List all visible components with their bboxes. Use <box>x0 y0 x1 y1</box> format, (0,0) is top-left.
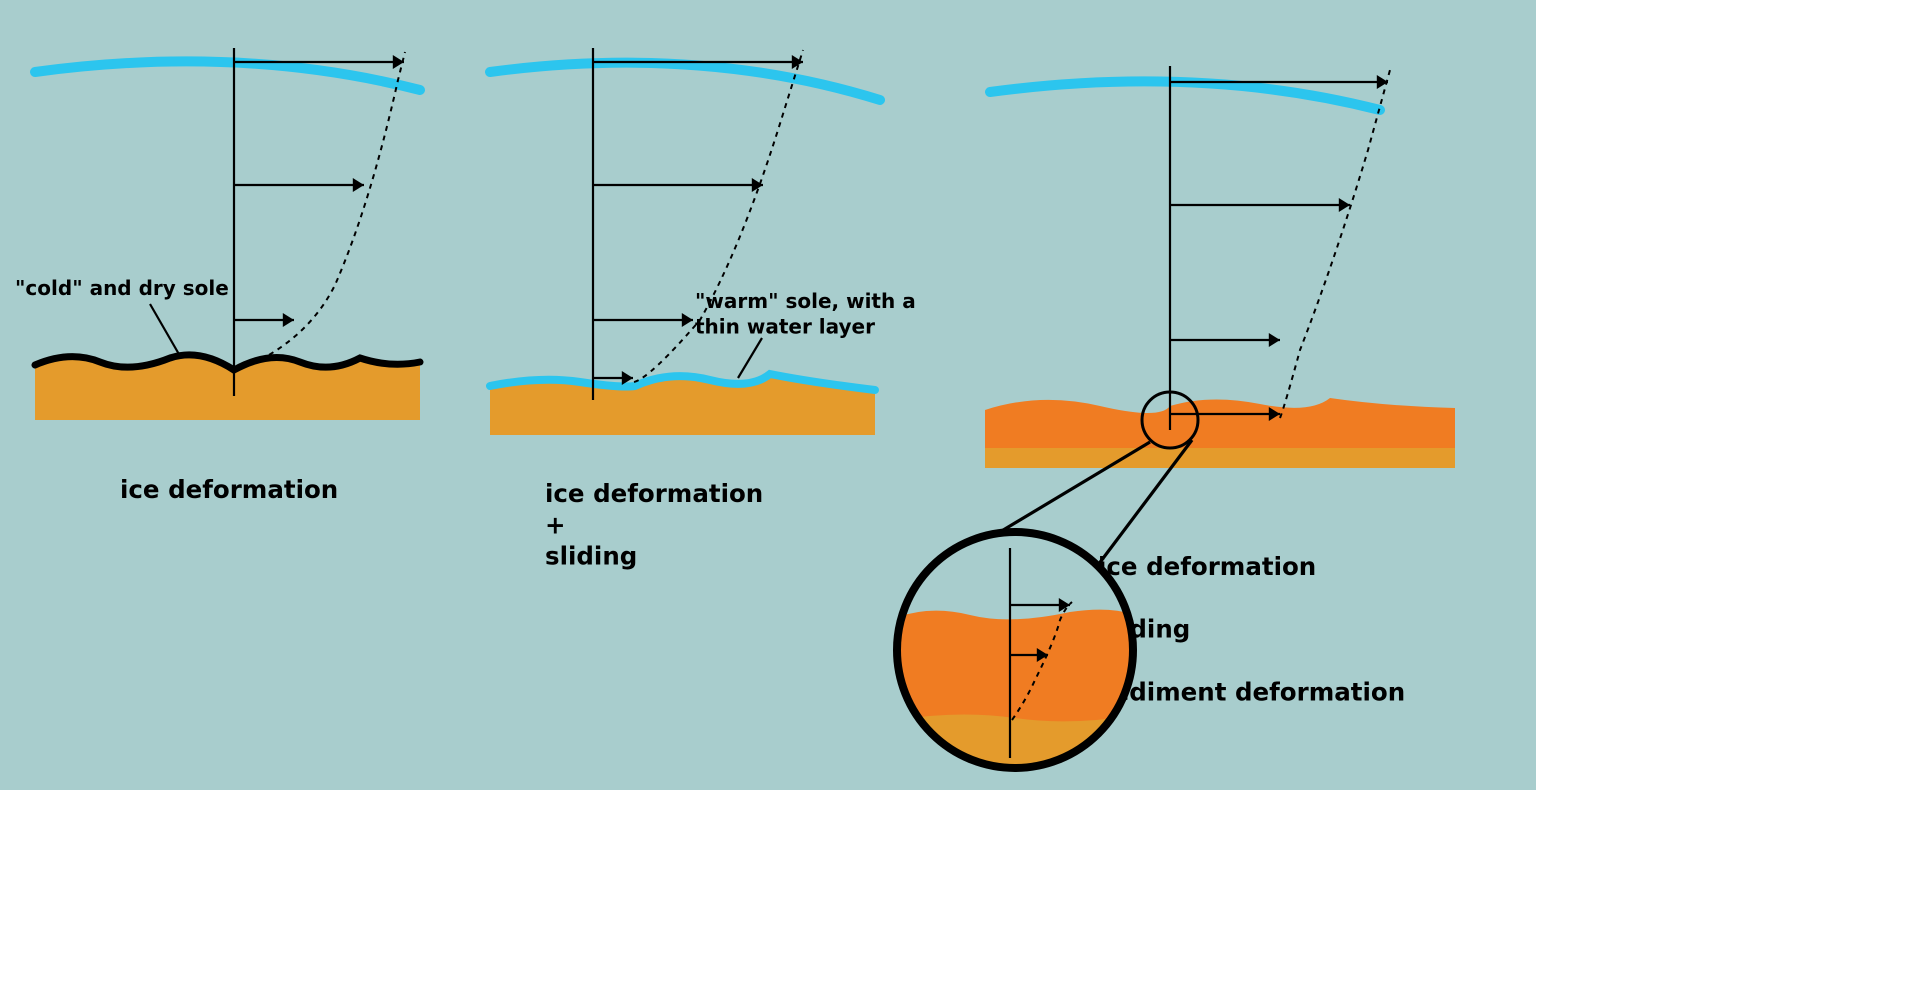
panel-title: ice deformation <box>120 475 338 504</box>
glacier-flow-diagram: "cold" and dry soleice deformation"warm"… <box>0 0 1536 790</box>
annotation-label: "cold" and dry sole <box>15 276 229 300</box>
deformed-sediment <box>985 398 1455 448</box>
